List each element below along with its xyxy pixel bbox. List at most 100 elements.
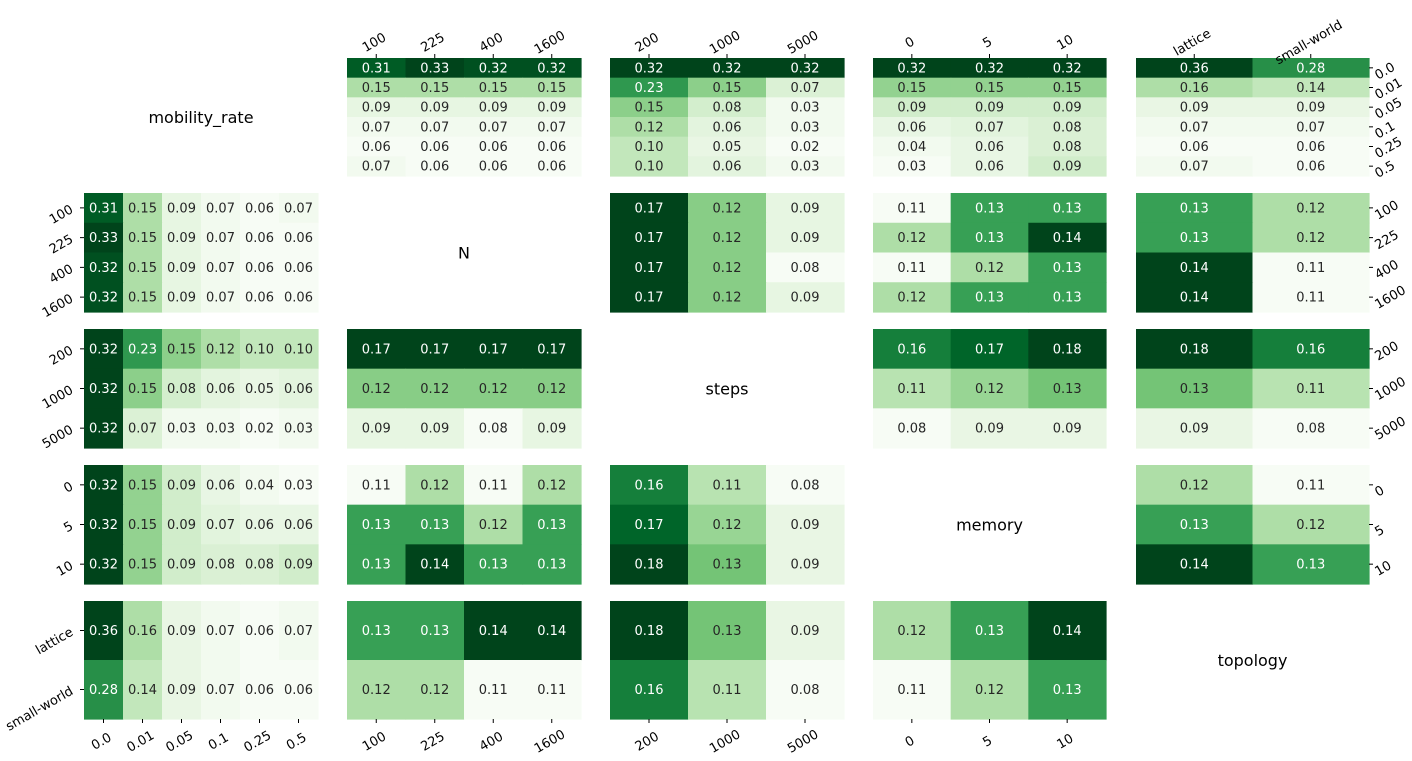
cell-value-label: 0.12	[420, 382, 449, 397]
heatmap-cell	[1136, 504, 1254, 545]
heatmap-cell	[610, 504, 689, 545]
heatmap-cell	[1252, 136, 1370, 157]
cell-value-label: 0.09	[791, 518, 820, 533]
cell-value-label: 0.03	[791, 120, 820, 135]
cell-value-label: 0.17	[635, 518, 664, 533]
heatmap-cell	[347, 77, 407, 98]
cell-value-label: 0.07	[128, 422, 157, 437]
heatmap-cell	[464, 660, 524, 720]
cell-value-label: 0.09	[1180, 101, 1209, 116]
cell-value-label: 0.13	[1296, 558, 1325, 573]
panel-3-2: 0.16 0.11 0.08 0.17 0.12 0.09 0.18 0.13 0.09	[610, 465, 845, 585]
heatmap-cell	[240, 465, 280, 506]
heatmap-cell	[240, 193, 280, 224]
cell-value-label: 0.31	[89, 201, 118, 216]
cell-value-label: 0.07	[420, 120, 449, 135]
y-tick-label-left: 10	[54, 559, 76, 580]
cell-value-label: 0.06	[537, 160, 566, 175]
cell-value-label: 0.12	[897, 231, 926, 246]
heatmap-cell	[1136, 368, 1254, 409]
cell-value-label: 0.10	[284, 342, 313, 357]
cell-value-label: 0.06	[479, 140, 508, 155]
y-tick-label-right: 5000	[1373, 414, 1409, 444]
heatmap-cell	[347, 156, 407, 177]
cell-value-label: 0.08	[167, 382, 196, 397]
heatmap-cell	[766, 97, 845, 118]
heatmap-cell	[162, 329, 202, 370]
cell-value-label: 0.13	[1053, 291, 1082, 306]
cell-value-label: 0.16	[1296, 342, 1325, 357]
heatmap-cell	[522, 136, 582, 157]
heatmap-cell	[464, 408, 524, 449]
heatmap-cell	[766, 58, 845, 79]
cell-value-label: 0.07	[1296, 120, 1325, 135]
cell-value-label: 0.15	[128, 382, 157, 397]
cell-value-label: 0.12	[206, 342, 235, 357]
cell-value-label: 0.15	[897, 81, 926, 96]
cell-value-label: 0.13	[1180, 231, 1209, 246]
panel-1-4: 0.13 0.12 0.13 0.12 0.14 0.11 0.14 0.11	[1136, 193, 1370, 313]
cell-value-label: 0.09	[167, 518, 196, 533]
heatmap-cell	[162, 368, 202, 409]
heatmap-cell	[1136, 117, 1254, 138]
cell-value-label: 0.12	[1296, 518, 1325, 533]
cell-value-label: 0.13	[975, 231, 1004, 246]
cell-value-label: 0.11	[897, 201, 926, 216]
heatmap-cell	[1028, 77, 1107, 98]
heatmap-cell	[162, 601, 202, 661]
heatmap-cell	[1252, 282, 1370, 313]
heatmap-cell	[610, 465, 689, 506]
x-tick-label-bottom: 0.5	[284, 730, 309, 753]
heatmap-cell	[279, 329, 319, 370]
heatmap-cell	[240, 544, 280, 585]
heatmap-cell	[522, 660, 582, 720]
cell-value-label: 0.17	[635, 291, 664, 306]
cell-value-label: 0.23	[635, 81, 664, 96]
cell-value-label: 0.09	[167, 201, 196, 216]
heatmap-cell	[610, 222, 689, 254]
heatmap-cell	[201, 544, 241, 585]
cell-value-label: 0.09	[420, 422, 449, 437]
cell-value-label: 0.13	[537, 558, 566, 573]
cell-value-label: 0.12	[1296, 201, 1325, 216]
cell-value-label: 0.11	[897, 683, 926, 698]
cell-value-label: 0.15	[128, 201, 157, 216]
heatmap-cell	[84, 282, 124, 313]
heatmap-cell	[1028, 156, 1107, 177]
cell-value-label: 0.09	[791, 231, 820, 246]
cell-value-label: 0.13	[420, 518, 449, 533]
cell-value-label: 0.06	[420, 140, 449, 155]
heatmap-cell	[1028, 282, 1107, 313]
heatmap-cell	[1136, 408, 1254, 449]
heatmap-cell	[347, 544, 407, 585]
cell-value-label: 0.17	[479, 342, 508, 357]
cell-value-label: 0.06	[206, 382, 235, 397]
cell-value-label: 0.10	[635, 160, 664, 175]
heatmap-cell	[240, 368, 280, 409]
y-tick-label-right: 100	[1373, 198, 1402, 223]
heatmap-cell	[405, 136, 465, 157]
cell-value-label: 0.13	[975, 291, 1004, 306]
variable-label-topology: topology	[1218, 651, 1288, 670]
heatmap-cell	[1252, 77, 1370, 98]
cell-value-label: 0.06	[245, 261, 274, 276]
heatmap-cell	[1028, 222, 1107, 254]
heatmap-cell	[1252, 465, 1370, 506]
heatmap-cell	[1028, 660, 1107, 720]
cell-value-label: 0.08	[1053, 140, 1082, 155]
cell-value-label: 0.14	[420, 558, 449, 573]
y-tick-label-left: 5000	[40, 423, 76, 453]
cell-value-label: 0.15	[167, 342, 196, 357]
heatmap-cell	[279, 282, 319, 313]
heatmap-cell	[405, 97, 465, 118]
heatmap-cell	[464, 368, 524, 409]
heatmap-cell	[522, 601, 582, 661]
heatmap-cell	[610, 660, 689, 720]
cell-value-label: 0.18	[1053, 342, 1082, 357]
cell-value-label: 0.07	[975, 120, 1004, 135]
heatmap-cell	[201, 282, 241, 313]
x-tick-label-top: 100	[360, 30, 389, 55]
cell-value-label: 0.32	[713, 61, 742, 76]
